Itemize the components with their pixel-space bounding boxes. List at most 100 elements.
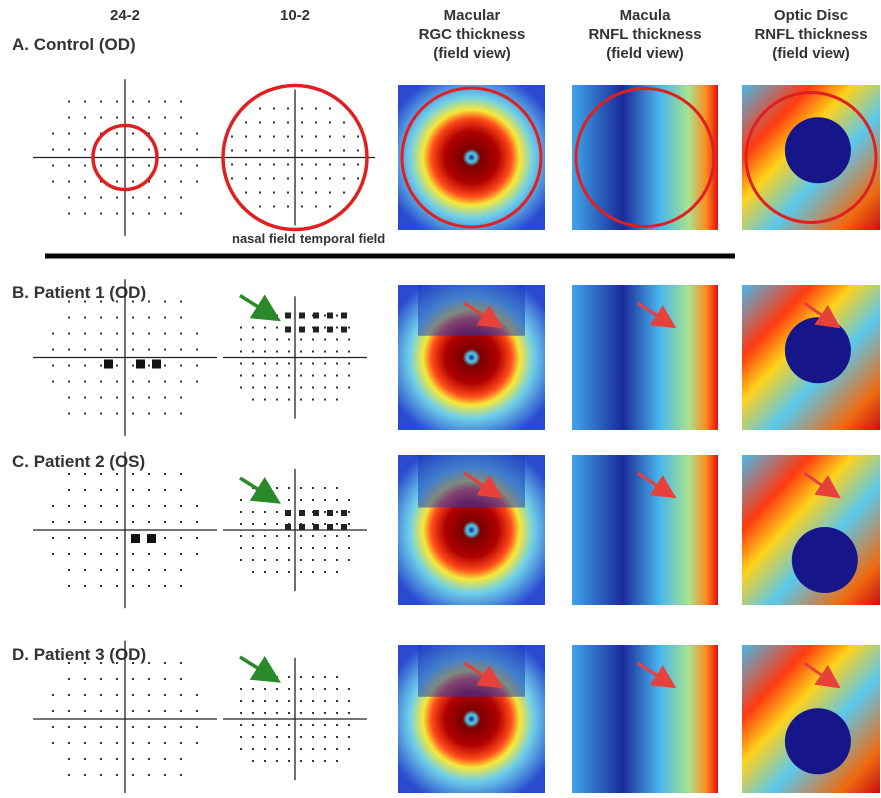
field-point (264, 375, 266, 377)
field-point (288, 676, 290, 678)
column-header: RNFL thickness (754, 26, 867, 43)
field-point (116, 489, 118, 491)
field-point (148, 301, 150, 303)
field-point (132, 569, 134, 571)
field-point (116, 585, 118, 587)
field-point (148, 473, 150, 475)
field-point (348, 748, 350, 750)
field-point (132, 726, 134, 728)
field-point (132, 678, 134, 680)
field-point (240, 375, 242, 377)
field-point (288, 499, 290, 501)
field-point (132, 101, 134, 103)
field-point (287, 150, 289, 152)
field-point (312, 351, 314, 353)
field-point (68, 317, 70, 319)
field-point (164, 413, 166, 415)
field-point (301, 192, 303, 194)
defect (313, 327, 319, 333)
field-point (252, 748, 254, 750)
field-point (300, 760, 302, 762)
field-point (52, 365, 54, 367)
field-point (100, 333, 102, 335)
defect (313, 510, 319, 516)
field-point (240, 688, 242, 690)
column-header: Optic Disc (774, 7, 848, 24)
field-point (84, 165, 86, 167)
field-point (288, 399, 290, 401)
field-point (196, 742, 198, 744)
field-point (180, 758, 182, 760)
field-point (100, 381, 102, 383)
field-point (84, 678, 86, 680)
field-point (276, 676, 278, 678)
field-point (164, 521, 166, 523)
field-point (312, 736, 314, 738)
field-point (288, 339, 290, 341)
field-point (348, 363, 350, 365)
field-point (84, 553, 86, 555)
field-point (273, 206, 275, 208)
field-point (52, 149, 54, 151)
field-point (252, 375, 254, 377)
field-point (252, 339, 254, 341)
field-point (288, 700, 290, 702)
field-point (336, 523, 338, 525)
field-point (336, 547, 338, 549)
field-point (100, 101, 102, 103)
field-point (196, 365, 198, 367)
field-point (84, 181, 86, 183)
field-point (196, 181, 198, 183)
field-point (300, 363, 302, 365)
field-point (324, 676, 326, 678)
field-point (100, 585, 102, 587)
field-point (273, 178, 275, 180)
field-point (264, 700, 266, 702)
defect (313, 524, 319, 530)
field-point (84, 489, 86, 491)
field-point (132, 505, 134, 507)
defect (341, 313, 347, 319)
field-point (84, 301, 86, 303)
field-point (148, 317, 150, 319)
field-point (329, 206, 331, 208)
defect (285, 327, 291, 333)
field-point (287, 136, 289, 138)
field-point (259, 192, 261, 194)
field-point (324, 363, 326, 365)
temporal-label: temporal field (300, 231, 385, 246)
field-point (116, 149, 118, 151)
field-point (132, 117, 134, 119)
field-point (348, 724, 350, 726)
field-point (245, 150, 247, 152)
field-point (264, 387, 266, 389)
field-point (348, 387, 350, 389)
field-point (315, 108, 317, 110)
field-point (100, 742, 102, 744)
defect (136, 360, 145, 369)
field-point (116, 742, 118, 744)
field-point (68, 489, 70, 491)
field-point (68, 758, 70, 760)
field-point (164, 381, 166, 383)
field-point (288, 712, 290, 714)
field-point (68, 117, 70, 119)
field-point (164, 101, 166, 103)
field-point (348, 547, 350, 549)
column-header: Macular (444, 7, 501, 24)
field-point (180, 521, 182, 523)
column-header: Macula (620, 7, 672, 24)
field-point (180, 117, 182, 119)
field-point (288, 387, 290, 389)
column-header: (field view) (606, 45, 684, 62)
field-point (196, 381, 198, 383)
field-point (276, 688, 278, 690)
field-point (312, 375, 314, 377)
field-point (164, 397, 166, 399)
field-point (324, 712, 326, 714)
field-point (164, 117, 166, 119)
field-point (164, 537, 166, 539)
field-point (100, 413, 102, 415)
field-point (52, 181, 54, 183)
defect (313, 313, 319, 319)
